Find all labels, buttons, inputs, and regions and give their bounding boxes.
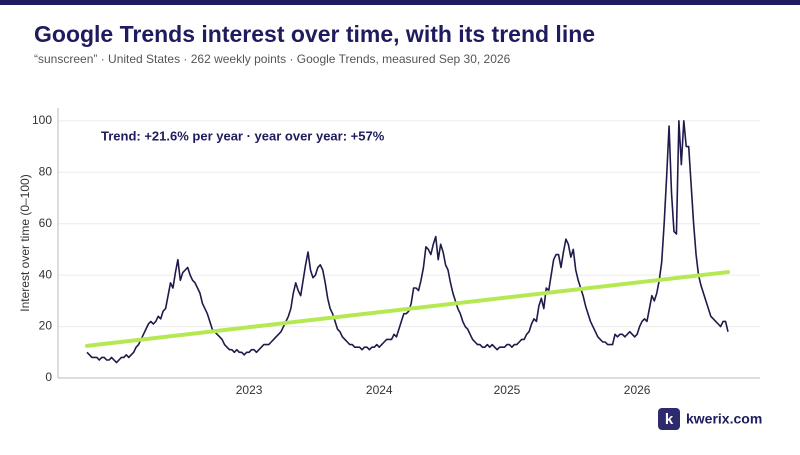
brand-icon bbox=[658, 408, 680, 430]
brand-icon-letter: k bbox=[665, 411, 674, 428]
trend-line bbox=[85, 270, 730, 348]
chart-title: Google Trends interest over time, with i… bbox=[34, 21, 595, 47]
y-axis-label: Interest over time (0–100) bbox=[18, 174, 32, 311]
y-tick-label: 0 bbox=[45, 370, 52, 384]
annotation: Trend: +21.6% per year · year over year:… bbox=[101, 128, 385, 143]
top-bar bbox=[0, 0, 800, 5]
x-tick-label: 2023 bbox=[236, 383, 263, 397]
x-tick-label: 2025 bbox=[494, 383, 521, 397]
y-tick-label: 100 bbox=[32, 113, 52, 127]
y-tick-label: 40 bbox=[39, 267, 53, 281]
brand: kwerix.com bbox=[686, 411, 762, 427]
y-tick-label: 80 bbox=[39, 164, 53, 178]
y-tick-label: 60 bbox=[39, 216, 53, 230]
plot-area: 0 20 40 60 80 100 2023 2024 2025 2026 bbox=[32, 108, 760, 397]
x-tick-label: 2026 bbox=[624, 383, 651, 397]
y-tick-label: 20 bbox=[39, 319, 53, 333]
x-tick-label: 2024 bbox=[366, 383, 393, 397]
chart-subtitle: “sunscreen” · United States · 262 weekly… bbox=[34, 52, 511, 66]
data-line bbox=[86, 120, 729, 364]
